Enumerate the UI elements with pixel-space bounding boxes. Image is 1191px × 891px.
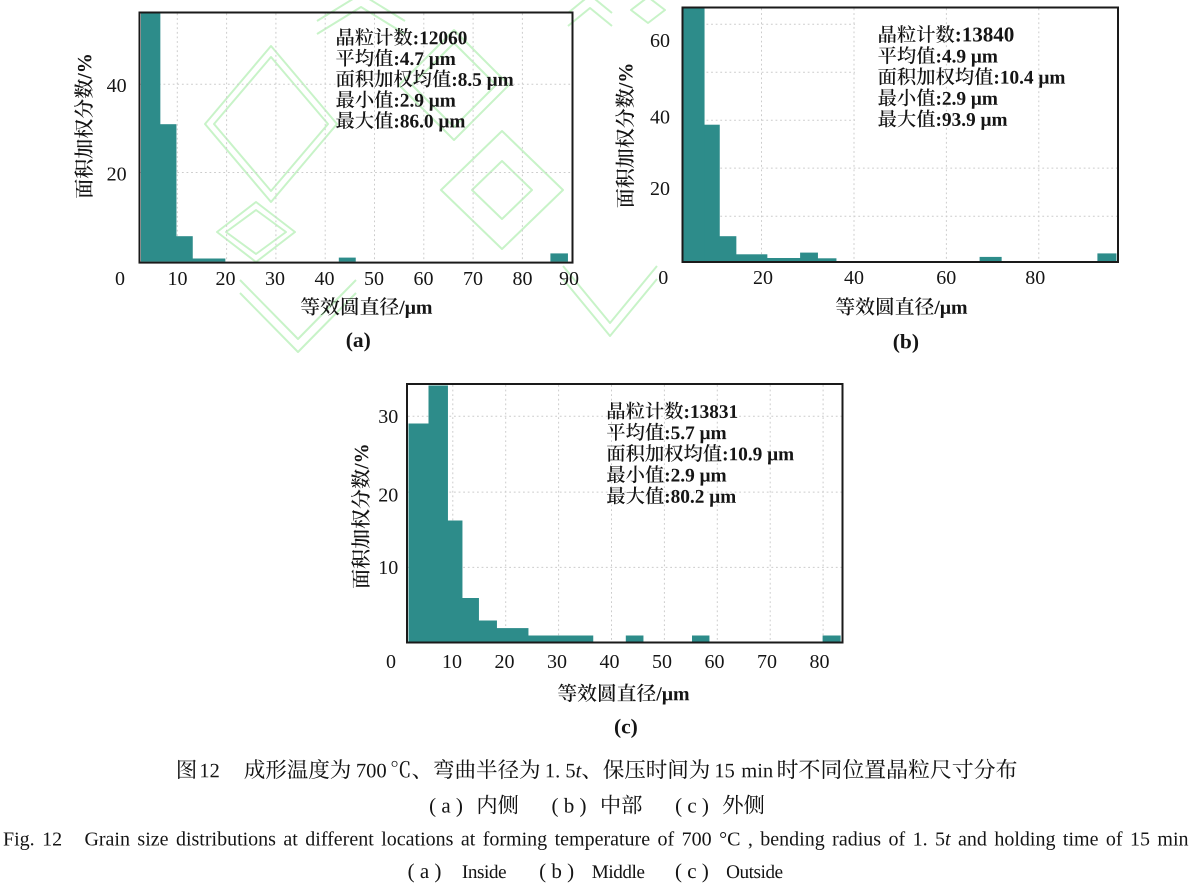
svg-text:70: 70 (757, 651, 777, 673)
svg-text:20: 20 (495, 651, 515, 673)
svg-text:30: 30 (547, 651, 567, 673)
svg-text:(b): (b) (893, 329, 919, 353)
svg-text:40: 40 (844, 267, 864, 289)
svg-text:80: 80 (1025, 267, 1045, 289)
svg-text:60: 60 (936, 267, 956, 289)
svg-text:60: 60 (705, 651, 725, 673)
svg-text:(a): (a) (346, 328, 371, 352)
svg-text:20: 20 (378, 485, 398, 507)
svg-text:50: 50 (652, 651, 672, 673)
svg-text:0: 0 (386, 651, 396, 673)
svg-text:40: 40 (600, 651, 620, 673)
svg-text:20: 20 (107, 163, 127, 185)
svg-text:0: 0 (115, 268, 125, 290)
svg-text:0: 0 (658, 267, 668, 289)
svg-text:70: 70 (463, 268, 483, 290)
svg-text:(c): (c) (614, 715, 638, 739)
svg-text:Fig. 12 Grain size distribut: Fig. 12 Grain size distributions at diff… (3, 829, 1189, 851)
svg-text:50: 50 (364, 268, 384, 290)
svg-text:20: 20 (753, 267, 773, 289)
svg-text:20: 20 (650, 178, 670, 200)
svg-text:80: 80 (513, 268, 533, 290)
svg-text:10: 10 (442, 651, 462, 673)
svg-text:90: 90 (559, 268, 579, 290)
svg-text:40: 40 (315, 268, 335, 290)
svg-text:40: 40 (650, 107, 670, 129)
svg-text:80: 80 (810, 651, 830, 673)
svg-text:60: 60 (650, 30, 670, 52)
svg-text:60: 60 (414, 268, 434, 290)
svg-text:30: 30 (378, 406, 398, 428)
svg-text:40: 40 (107, 75, 127, 97)
svg-text:10: 10 (168, 268, 188, 290)
svg-text:10: 10 (378, 557, 398, 579)
svg-text:20: 20 (216, 268, 236, 290)
svg-text:30: 30 (265, 268, 285, 290)
